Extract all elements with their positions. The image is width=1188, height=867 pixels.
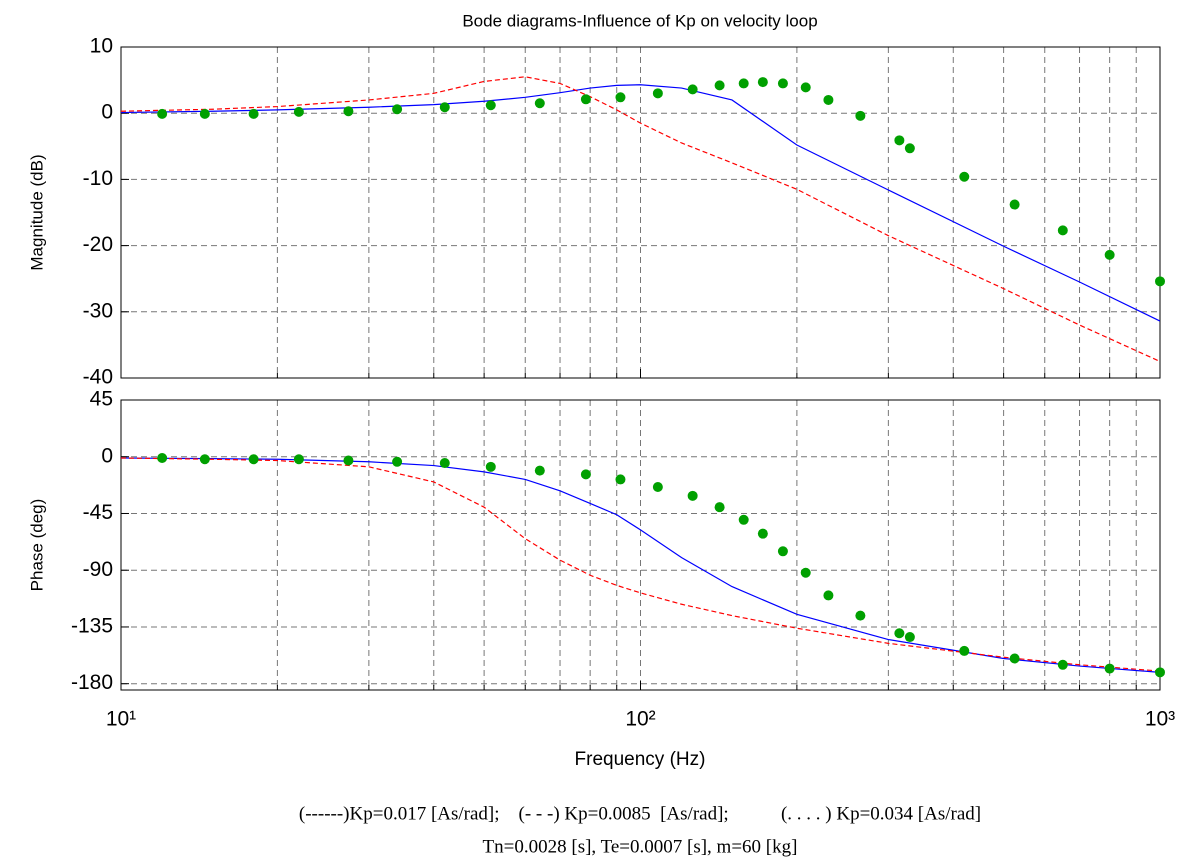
data-point — [777, 546, 788, 557]
y-tick-label: -30 — [83, 299, 113, 322]
data-point — [248, 108, 259, 119]
data-point — [1155, 276, 1165, 287]
plot-frame — [120, 46, 1161, 379]
data-point — [248, 454, 259, 465]
data-point — [738, 78, 749, 89]
data-point — [959, 171, 970, 182]
y-tick-label: -45 — [83, 501, 113, 524]
data-point — [615, 92, 626, 103]
y-tick-label: -180 — [71, 671, 113, 694]
y-tick-label: -90 — [83, 558, 113, 581]
data-point — [439, 458, 450, 469]
data-line — [121, 457, 1160, 673]
data-point — [1009, 653, 1020, 664]
data-point — [199, 454, 210, 465]
x-axis-label: Frequency (Hz) — [575, 749, 706, 770]
data-point — [293, 454, 304, 465]
y-tick-label: -10 — [83, 167, 113, 190]
data-point — [157, 453, 168, 463]
data-point — [1057, 225, 1068, 236]
data-point — [757, 528, 768, 539]
data-point — [687, 490, 698, 501]
data-point — [199, 108, 210, 119]
y-axis-label: Phase (deg) — [27, 499, 46, 592]
y-tick-label: 45 — [90, 388, 113, 411]
plot-frame — [120, 399, 1161, 691]
data-point — [823, 94, 834, 105]
y-axis-label: Magnitude (dB) — [27, 154, 46, 270]
data-point — [439, 102, 450, 113]
data-point — [687, 84, 698, 95]
data-point — [157, 108, 168, 119]
data-point — [714, 502, 725, 513]
y-tick-label: 0 — [101, 444, 113, 467]
data-point — [738, 514, 749, 525]
data-point — [777, 78, 788, 89]
data-point — [343, 106, 354, 117]
x-tick-label: 10¹ — [106, 708, 136, 731]
data-point — [652, 482, 663, 492]
y-tick-label: 10 — [90, 35, 113, 58]
data-point — [652, 88, 663, 99]
data-point — [485, 100, 496, 111]
caption: Tn=0.0028 [s], Te=0.0007 [s], m=60 [kg] — [483, 836, 798, 857]
data-point — [959, 645, 970, 656]
data-point — [343, 455, 354, 466]
x-tick-label: 10³ — [1145, 708, 1175, 731]
caption: (------)Kp=0.017 [As/rad]; (- - -) Kp=0.… — [299, 803, 981, 824]
data-point — [904, 632, 915, 643]
data-point — [1009, 199, 1020, 210]
data-point — [615, 474, 626, 485]
chart-title: Bode diagrams-Influence of Kp on velocit… — [462, 11, 817, 30]
data-point — [392, 456, 403, 467]
data-line — [121, 457, 1160, 672]
data-point — [392, 104, 403, 115]
y-tick-label: -40 — [83, 366, 113, 389]
data-point — [800, 567, 811, 578]
y-tick-label: 0 — [101, 101, 113, 124]
data-point — [1057, 659, 1068, 670]
data-point — [293, 106, 304, 117]
data-point — [904, 143, 915, 154]
data-point — [1104, 249, 1115, 260]
data-point — [800, 82, 811, 93]
data-point — [534, 98, 545, 109]
data-point — [580, 94, 591, 105]
x-tick-label: 10² — [625, 708, 655, 731]
y-tick-label: -20 — [83, 233, 113, 256]
data-point — [714, 80, 725, 91]
data-point — [580, 469, 591, 480]
data-point — [485, 461, 496, 472]
data-point — [823, 590, 834, 601]
data-line — [121, 76, 1160, 362]
data-point — [1104, 663, 1115, 674]
data-point — [894, 628, 905, 639]
data-point — [534, 465, 545, 476]
data-point — [757, 77, 768, 88]
data-point — [855, 110, 866, 121]
data-point — [894, 135, 905, 146]
data-line — [121, 84, 1160, 322]
data-point — [1155, 667, 1165, 678]
data-point — [855, 610, 866, 621]
y-tick-label: -135 — [71, 615, 113, 638]
